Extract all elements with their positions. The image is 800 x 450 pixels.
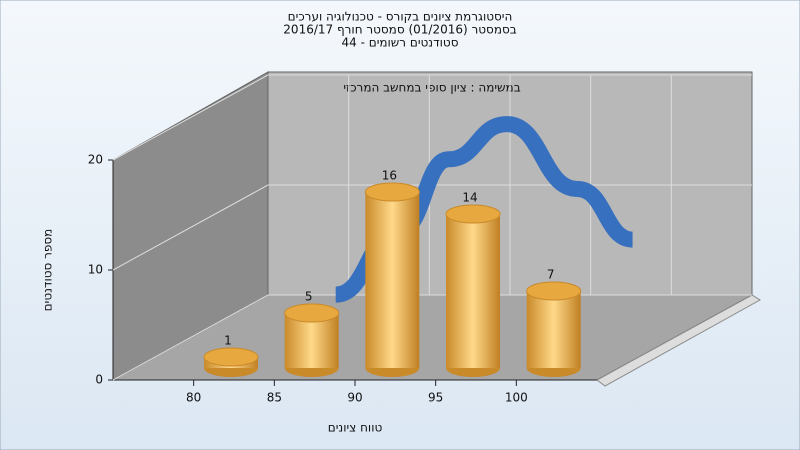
bar-top: [526, 281, 582, 301]
title-line: בסמסטר (01/2016) סמסטר חורף 2016/17: [283, 23, 516, 37]
x-tick-label: 80: [186, 391, 201, 405]
data-label: 14: [462, 191, 477, 205]
floor-edge: [596, 294, 761, 387]
y-tick-label: 20: [88, 153, 103, 167]
title-line: היסטוגרמת ציונים בקורס - טכנולוגיה וערכי…: [288, 10, 513, 24]
x-tick-label: 95: [428, 391, 443, 405]
grid-line: [112, 74, 269, 161]
bar-top: [203, 347, 259, 367]
bar: [446, 214, 500, 368]
title: היסטוגרמת ציונים בקורס - טכנולוגיה וערכי…: [283, 10, 516, 50]
grid-line: [112, 294, 269, 381]
y-tick-label: 10: [88, 263, 103, 277]
bar: [526, 291, 581, 368]
data-label: 16: [382, 169, 397, 183]
annotation: במשימה : ציון סופי במחשב המרכזי: [343, 81, 520, 95]
bar: [365, 192, 420, 368]
x-tick-label: 100: [505, 391, 528, 405]
x-axis-label: טווח ציונים: [328, 421, 383, 435]
title-line: סטודנטים רשומים - 44: [341, 36, 458, 50]
bar-top: [284, 303, 340, 323]
data-label: 1: [224, 334, 232, 348]
data-label: 5: [305, 290, 313, 304]
y-tick-label: 0: [95, 373, 103, 387]
x-tick-label: 85: [267, 391, 282, 405]
bar-top: [445, 204, 501, 224]
grid-line: [112, 184, 269, 271]
bar-top: [364, 182, 420, 202]
x-tick-label: 90: [347, 391, 362, 405]
y-axis-label: מספר סטודנטים: [41, 229, 55, 312]
data-label: 7: [547, 268, 555, 282]
